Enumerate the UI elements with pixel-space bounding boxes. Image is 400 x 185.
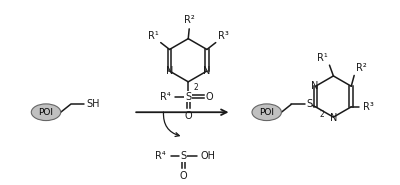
Text: R³: R³ — [218, 31, 228, 41]
Text: R²: R² — [184, 15, 194, 25]
Text: OH: OH — [201, 151, 216, 161]
Text: 2: 2 — [320, 110, 324, 119]
Text: S: S — [306, 99, 312, 109]
Text: POI: POI — [259, 108, 274, 117]
Text: R³: R³ — [363, 102, 374, 112]
Text: N: N — [166, 66, 173, 76]
Text: POI: POI — [38, 108, 54, 117]
Text: 2: 2 — [193, 83, 198, 92]
Text: S: S — [180, 151, 186, 161]
Ellipse shape — [31, 104, 61, 121]
Text: N: N — [203, 66, 211, 76]
Text: SH: SH — [86, 99, 100, 109]
Text: N: N — [311, 81, 318, 91]
Text: S: S — [185, 92, 191, 102]
Text: O: O — [184, 111, 192, 121]
FancyArrowPatch shape — [164, 112, 179, 137]
Text: R¹: R¹ — [317, 53, 328, 63]
Text: O: O — [180, 171, 187, 181]
Text: O: O — [206, 92, 214, 102]
Text: R²: R² — [356, 63, 367, 73]
Ellipse shape — [252, 104, 282, 121]
Text: R¹: R¹ — [148, 31, 159, 41]
Text: N: N — [330, 113, 337, 123]
Text: R⁴: R⁴ — [155, 151, 166, 161]
Text: R⁴: R⁴ — [160, 92, 170, 102]
